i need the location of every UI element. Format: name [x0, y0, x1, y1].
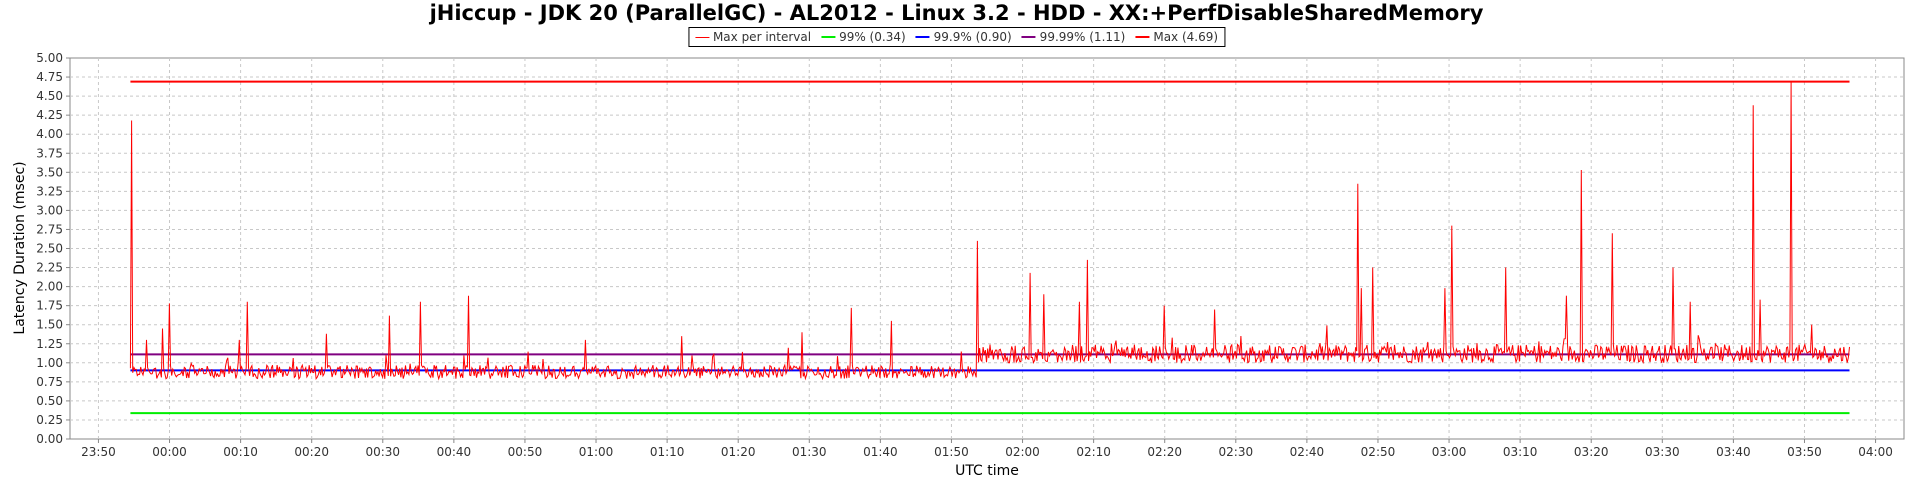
x-tick-label: 02:40 — [1290, 445, 1325, 459]
legend-label: 99.9% (0.90) — [933, 30, 1012, 44]
legend-swatch — [694, 36, 709, 38]
y-tick-label: 0.50 — [36, 394, 63, 408]
x-tick-label: 02:00 — [1005, 445, 1040, 459]
legend-swatch — [821, 36, 836, 38]
x-axis-title: UTC time — [955, 463, 1019, 479]
legend: Max per interval 99% (0.34) 99.9% (0.90)… — [687, 27, 1226, 47]
x-tick-label: 01:00 — [579, 445, 614, 459]
y-tick-label: 3.75 — [36, 146, 63, 160]
legend-item-max-per-interval: Max per interval — [694, 30, 812, 44]
y-tick-label: 5.00 — [36, 51, 63, 65]
legend-label: Max per interval — [712, 30, 812, 44]
plot-area — [69, 57, 1905, 440]
legend-swatch — [1135, 36, 1150, 38]
y-tick-label: 3.50 — [36, 165, 63, 179]
y-tick-label: 2.00 — [36, 280, 63, 294]
x-tick-label: 03:30 — [1645, 445, 1680, 459]
x-tick-label: 00:00 — [152, 445, 187, 459]
x-tick-label: 00:40 — [437, 445, 472, 459]
legend-label: 99% (0.34) — [839, 30, 906, 44]
x-tick-label: 03:10 — [1503, 445, 1538, 459]
y-tick-label: 0.75 — [36, 375, 63, 389]
y-tick-label: 2.25 — [36, 261, 63, 275]
x-tick-label: 02:50 — [1361, 445, 1396, 459]
legend-swatch — [1021, 36, 1036, 38]
y-tick-label: 0.25 — [36, 413, 63, 427]
chart-title: jHiccup - JDK 20 (ParallelGC) - AL2012 -… — [429, 1, 1484, 25]
legend-item-p9999: 99.99% (1.11) — [1021, 30, 1126, 44]
y-axis-title: Latency Duration (msec) — [12, 161, 28, 334]
legend-label: 99.99% (1.11) — [1039, 30, 1126, 44]
y-tick-label: 4.75 — [36, 70, 63, 84]
y-tick-label: 2.50 — [36, 242, 63, 256]
series-layer — [129, 80, 1850, 415]
y-tick-label: 4.25 — [36, 108, 63, 122]
y-tick-label: 4.50 — [36, 89, 63, 103]
x-tick-label: 00:30 — [365, 445, 400, 459]
y-tick-label: 0.00 — [36, 432, 63, 446]
x-tick-label: 23:50 — [81, 445, 116, 459]
x-tick-label: 01:40 — [863, 445, 898, 459]
legend-item-max: Max (4.69) — [1135, 30, 1218, 44]
x-tick-label: 04:00 — [1858, 445, 1893, 459]
x-tick-label: 00:50 — [508, 445, 543, 459]
y-tick-label: 4.00 — [36, 127, 63, 141]
y-tick-label: 1.75 — [36, 299, 63, 313]
y-tick-label: 1.00 — [36, 356, 63, 370]
x-tick-label: 03:20 — [1574, 445, 1609, 459]
x-tick-label: 01:50 — [934, 445, 969, 459]
x-tick-label: 00:10 — [223, 445, 258, 459]
x-tick-label: 02:30 — [1219, 445, 1254, 459]
series-max-per-interval — [129, 81, 1850, 381]
legend-swatch — [915, 36, 930, 38]
y-tick-label: 3.25 — [36, 184, 63, 198]
x-tick-label: 02:10 — [1076, 445, 1111, 459]
y-tick-label: 1.25 — [36, 337, 63, 351]
x-tick-label: 03:00 — [1432, 445, 1467, 459]
legend-label: Max (4.69) — [1153, 30, 1219, 44]
x-tick-label: 00:20 — [294, 445, 329, 459]
x-tick-label: 03:50 — [1787, 445, 1822, 459]
y-tick-label: 1.50 — [36, 318, 63, 332]
y-tick-label: 3.00 — [36, 203, 63, 217]
x-tick-label: 01:20 — [721, 445, 756, 459]
y-axis: 0.00 0.25 0.50 0.75 1.00 1.25 1.50 1.75 2.00 2.25… — [36, 51, 70, 446]
x-tick-label: 01:10 — [650, 445, 685, 459]
x-tick-label: 02:20 — [1147, 445, 1182, 459]
y-tick-label: 2.75 — [36, 222, 63, 236]
x-tick-label: 03:40 — [1716, 445, 1751, 459]
legend-item-p99: 99% (0.34) — [821, 30, 906, 44]
legend-item-p999: 99.9% (0.90) — [915, 30, 1012, 44]
x-axis: 23:50 00:00 00:10 00:20 00:30 00:40 00:50 01:00… — [81, 439, 1893, 459]
x-tick-label: 01:30 — [792, 445, 827, 459]
